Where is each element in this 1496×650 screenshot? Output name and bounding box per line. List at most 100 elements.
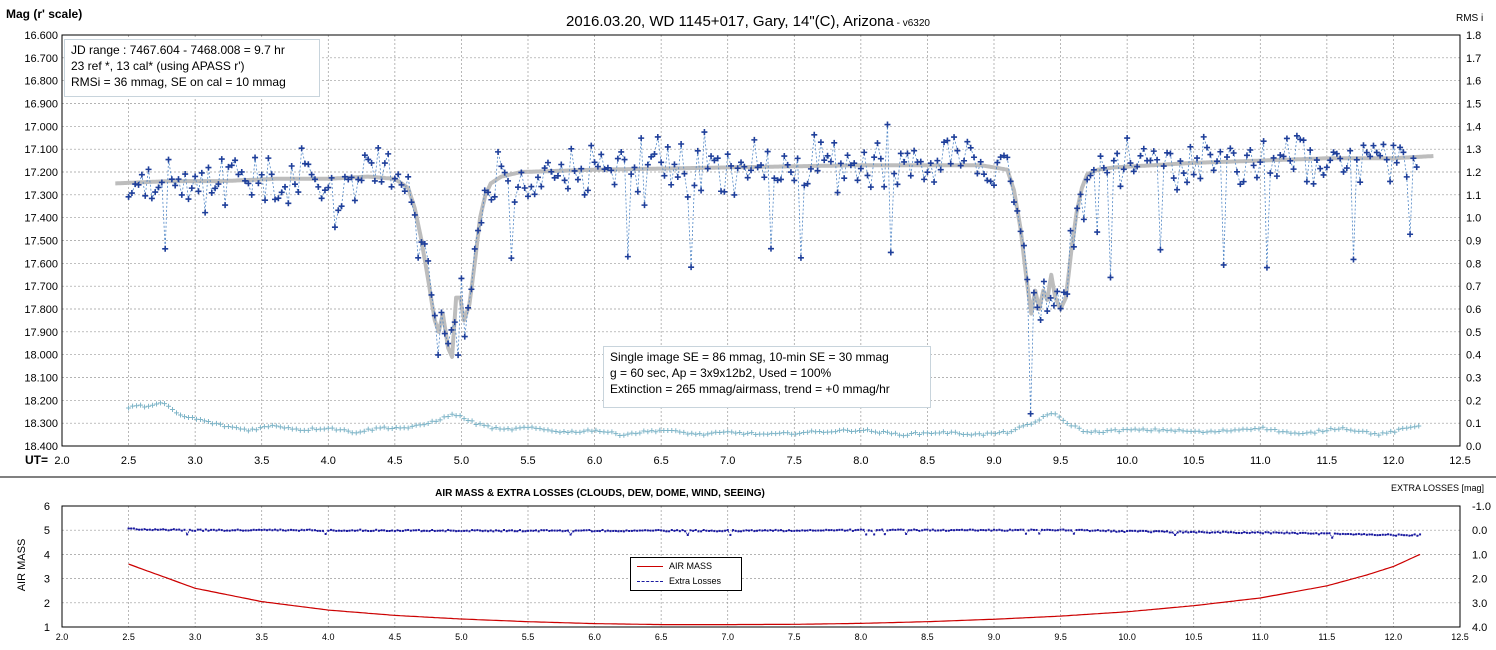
rms-point (1176, 427, 1182, 433)
extra-loss-point (1419, 533, 1422, 536)
extra-loss-point (1240, 532, 1243, 535)
data-point (991, 182, 997, 189)
extra-loss-point (859, 528, 862, 531)
extra-loss-point (305, 528, 308, 531)
extra-loss-point (524, 530, 527, 533)
rms-point (833, 429, 839, 435)
extra-loss-point (953, 529, 956, 532)
data-point (1387, 178, 1394, 185)
extra-loss-point (497, 529, 500, 532)
rms-point (134, 403, 140, 409)
extra-loss-point (987, 528, 990, 531)
x-tick-label: 10.5 (1183, 455, 1204, 467)
extra-loss-point (883, 533, 886, 536)
data-point (927, 160, 934, 167)
extra-loss-point (436, 529, 439, 532)
ut-label: UT= (25, 453, 48, 467)
extra-loss-point (697, 530, 700, 533)
extra-loss-point (444, 530, 447, 533)
data-point (987, 178, 994, 185)
rms-point (321, 426, 327, 432)
data-point (182, 171, 189, 178)
rms-point (1308, 429, 1314, 435)
rms-point (365, 426, 371, 432)
bottom-x-ticks: 2.0 2.5 3.0 3.5 4.0 4.5 5.0 5.5 6.0 6.5 7.0 7.5 8.0 8… (56, 632, 1469, 642)
data-point (698, 187, 705, 194)
rms-point (1004, 430, 1010, 436)
extra-loss-point (242, 529, 245, 532)
extra-loss-point (753, 530, 756, 533)
rms-point (841, 427, 847, 433)
data-point (867, 184, 874, 191)
data-point (917, 158, 924, 165)
data-point (531, 191, 538, 198)
extra-loss-point (865, 533, 868, 536)
extra-loss-point (420, 530, 423, 533)
rms-point (1156, 428, 1162, 434)
extra-loss-point (218, 528, 221, 531)
rms-point (1136, 427, 1142, 433)
extra-loss-point (899, 528, 902, 531)
rms-point (1348, 427, 1354, 433)
top-ylabel-left: Mag (r' scale) (6, 7, 82, 21)
data-point (411, 211, 418, 218)
data-point (1007, 178, 1014, 185)
extra-loss-point (1259, 531, 1262, 534)
extra-loss-point (1208, 531, 1211, 534)
rms-point (150, 402, 156, 408)
extra-loss-point (1389, 533, 1392, 536)
x-tick-label: 4.5 (389, 632, 402, 642)
extra-loss-point (489, 529, 492, 532)
extra-loss-point (678, 530, 681, 533)
extra-loss-point (1283, 532, 1286, 535)
extra-loss-point (542, 529, 545, 532)
extra-loss-point (801, 529, 804, 532)
data-point (1283, 135, 1290, 142)
rms-point (1200, 430, 1206, 436)
data-point (568, 145, 575, 152)
rms-point (1172, 428, 1178, 434)
data-point (1204, 144, 1211, 151)
extra-loss-point (170, 528, 173, 531)
extra-loss-point (212, 528, 215, 531)
data-point (591, 159, 598, 166)
data-point (1347, 147, 1354, 154)
y2-tick-label: 0.4 (1466, 350, 1481, 362)
rms-point (589, 428, 595, 434)
extra-loss-point (644, 529, 647, 532)
extra-loss-point (300, 528, 303, 531)
data-point (1383, 156, 1390, 163)
data-point (225, 163, 232, 170)
extra-loss-point (1003, 529, 1006, 532)
rms-point (329, 425, 335, 431)
data-point (708, 153, 715, 160)
extra-loss-point (585, 529, 588, 532)
extra-loss-point (1086, 529, 1089, 532)
extra-loss-point (324, 532, 327, 535)
extra-loss-point (529, 529, 532, 532)
data-point (142, 192, 149, 199)
data-point (245, 180, 252, 187)
rms-point (745, 430, 751, 436)
rms-point (693, 431, 699, 437)
extra-loss-point (1408, 534, 1411, 537)
data-point (135, 181, 142, 188)
extra-loss-point (1131, 529, 1134, 532)
data-point (821, 157, 828, 164)
extra-loss-point (1134, 529, 1137, 532)
rms-point (916, 431, 922, 437)
x-tick-label: 4.0 (321, 455, 336, 467)
data-point (1270, 154, 1277, 161)
rms-point (345, 428, 351, 434)
rms-point (709, 430, 715, 436)
extra-loss-point (913, 528, 916, 531)
extra-loss-point (527, 529, 529, 532)
extra-loss-point (1280, 531, 1283, 534)
extra-loss-point (266, 529, 269, 532)
extra-loss-point (1411, 534, 1414, 537)
y-tick-label: 17.400 (24, 213, 58, 225)
x-tick-label: 7.0 (720, 455, 735, 467)
extra-loss-point (897, 528, 900, 531)
data-point (198, 169, 205, 176)
rms-point (537, 426, 543, 432)
